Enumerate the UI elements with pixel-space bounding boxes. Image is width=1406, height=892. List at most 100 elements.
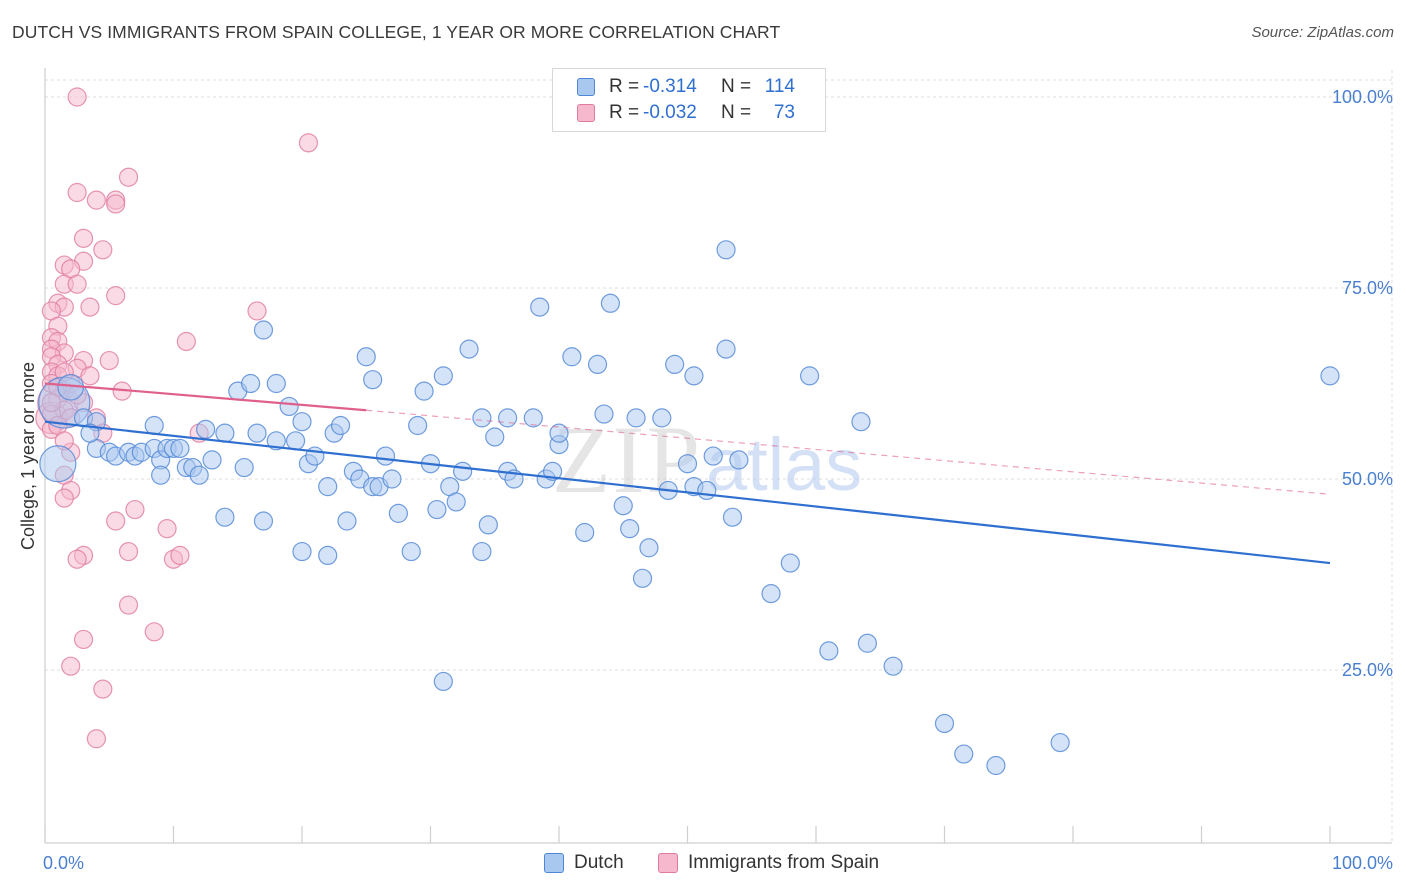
dutch-point-63: [472, 408, 492, 428]
bottom-legend-dutch: Dutch: [544, 852, 624, 874]
dutch-point-52: [388, 503, 408, 523]
dutch-point-35: [292, 412, 312, 432]
y-tick-label-3: 25.0%: [1342, 660, 1393, 680]
spain-point-60: [73, 629, 94, 650]
dutch-point-27: [241, 373, 261, 394]
dutch-point-14: [144, 415, 164, 436]
dutch-point-78: [587, 354, 608, 374]
dutch-point-53: [401, 541, 421, 562]
spain-swatch: [577, 104, 595, 122]
dutch-n-label: N =: [721, 76, 752, 97]
legend-row-dutch: R = -0.314 N = 114: [577, 75, 795, 99]
dutch-point-29: [253, 320, 274, 340]
spain-point-19: [80, 297, 100, 317]
dutch-point-58: [433, 366, 453, 386]
dutch-point-80: [600, 293, 621, 313]
dutch-point-97: [729, 450, 749, 470]
dutch-point-33: [279, 396, 299, 417]
dutch-point-105: [934, 713, 955, 734]
dutch-point-90: [684, 366, 704, 386]
dutch-point-85: [639, 538, 659, 558]
dutch-point-77: [575, 522, 595, 543]
dutch-point-70: [523, 408, 543, 428]
spain-point-5: [67, 182, 87, 203]
bottom-legend-spain: Immigrants from Spain: [658, 852, 879, 874]
watermark-atlas: atlas: [706, 423, 862, 506]
dutch-point-67: [498, 408, 518, 428]
spain-point-54: [67, 549, 87, 569]
source-credit: Source: ZipAtlas.com: [1251, 24, 1394, 41]
dutch-point-46: [356, 347, 376, 367]
dutch-point-109: [1320, 366, 1340, 386]
dutch-point-71: [530, 297, 550, 317]
bottom-spain-label: Immigrants from Spain: [688, 852, 880, 873]
dutch-point-93: [703, 446, 723, 466]
spain-point-4: [118, 167, 139, 187]
dutch-point-64: [472, 541, 492, 562]
spain-point-58: [118, 595, 139, 615]
dutch-point-62: [459, 339, 479, 359]
dutch-point-98: [761, 583, 781, 604]
spain-point-2: [67, 87, 87, 107]
dutch-point-17: [170, 438, 190, 459]
dutch-point-108: [1050, 732, 1070, 753]
dutch-r-value: -0.314: [643, 76, 697, 97]
dutch-point-60: [446, 492, 466, 512]
dutch-point-79: [594, 404, 614, 424]
dutch-point-61: [453, 461, 473, 481]
dutch-point-103: [857, 633, 878, 653]
dutch-point-26: [234, 457, 254, 478]
dutch-point-66: [485, 427, 505, 447]
dutch-point-106: [954, 744, 974, 764]
spain-point-10: [93, 240, 113, 260]
dutch-point-57: [427, 499, 447, 520]
dutch-point-82: [620, 519, 640, 539]
x-tick-label-min: 0.0%: [43, 853, 84, 873]
chart-title: DUTCH VS IMMIGRANTS FROM SPAIN COLLEGE, …: [12, 22, 781, 42]
spain-point-9: [73, 228, 94, 248]
dutch-point-83: [626, 408, 646, 428]
dutch-point-96: [722, 507, 743, 527]
spain-point-3: [298, 133, 319, 153]
bottom-dutch-swatch: [544, 853, 564, 873]
dutch-point-75: [549, 423, 569, 443]
dutch-point-54: [408, 415, 428, 436]
dutch-point-40: [318, 477, 338, 497]
dutch-point-39: [318, 545, 338, 566]
dutch-point-22: [202, 450, 222, 470]
dutch-point-24: [215, 507, 235, 527]
spain-point-8: [106, 194, 126, 214]
spain-point-49: [54, 488, 74, 508]
dutch-point-99: [780, 553, 800, 573]
dutch-point-15: [151, 465, 171, 485]
dutch-trend-line: [44, 420, 1331, 565]
spain-trend-line-extended: [366, 409, 1331, 495]
spain-r-value: -0.032: [643, 102, 697, 123]
dutch-point-88: [665, 354, 685, 374]
spain-point-25: [176, 331, 196, 352]
dutch-point-65: [478, 515, 498, 535]
spain-point-16: [106, 286, 126, 306]
spain-trend-line: [44, 382, 367, 412]
spain-point-51: [106, 511, 126, 531]
dutch-point-107: [986, 755, 1006, 776]
dutch-point-47: [363, 370, 383, 390]
dutch-point-76: [562, 347, 582, 367]
spain-point-62: [93, 679, 113, 699]
spain-n-label: N =: [721, 102, 752, 123]
dutch-point-30: [253, 511, 274, 531]
dutch-point-95: [716, 339, 736, 359]
bottom-spain-swatch: [658, 853, 678, 873]
spain-point-52: [157, 519, 177, 539]
bottom-dutch-label: Dutch: [574, 852, 624, 873]
correlation-legend: R = -0.314 N = 114 R = -0.032 N = 73: [552, 68, 826, 132]
spain-point-6: [86, 190, 107, 210]
tick-labels: 100.0% 75.0% 50.0% 25.0% 0.0% 100.0%: [43, 87, 1393, 873]
y-tick-label-1: 75.0%: [1342, 278, 1393, 298]
spain-point-50: [125, 499, 145, 520]
dutch-r-label: R =: [609, 76, 640, 97]
dutch-point-110: [433, 671, 453, 692]
dutch-point-50: [375, 446, 396, 466]
y-axis-label: College, 1 year or more: [18, 362, 38, 550]
dutch-point-81: [613, 496, 633, 516]
